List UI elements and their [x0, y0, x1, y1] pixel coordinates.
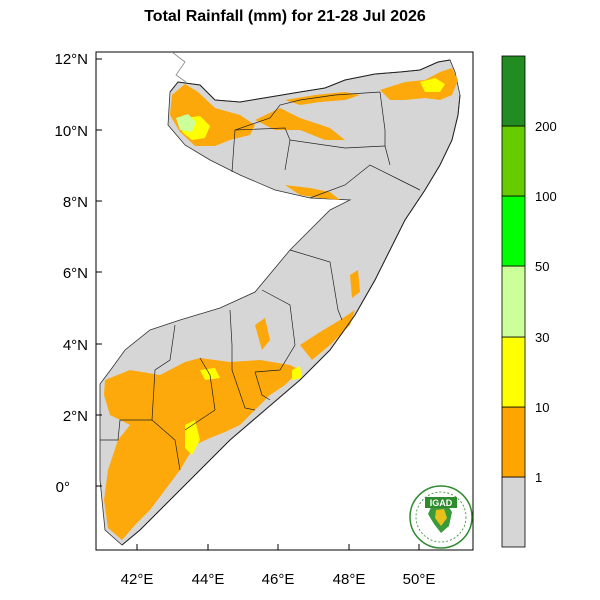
map-title: Total Rainfall (mm) for 21-28 Jul 2026 — [144, 8, 426, 25]
lon-tick-label: 46°E — [262, 571, 295, 588]
lon-tick-label: 42°E — [121, 571, 154, 588]
colorbar-label: 30 — [535, 330, 549, 345]
colorbar-label: 1 — [535, 470, 542, 485]
lat-tick-label: 6°N — [63, 265, 88, 282]
colorbar-bin-2 — [501, 336, 526, 408]
colorbar-bin-1 — [501, 406, 526, 478]
lon-tick-label: 50°E — [403, 571, 436, 588]
rainfall-heavy — [176, 114, 196, 132]
lat-ticks: 12°N 10°N 8°N 6°N 4°N 2°N 0° — [54, 51, 102, 496]
colorbar-bin-4 — [501, 195, 526, 267]
lon-tick-label: 48°E — [333, 571, 366, 588]
lat-tick-label: 2°N — [63, 408, 88, 425]
colorbar-bin-0 — [501, 476, 526, 548]
igad-logo: IGAD — [409, 485, 473, 549]
colorbar-label: 100 — [535, 189, 557, 204]
colorbar-bin-3 — [501, 265, 526, 338]
colorbar: 1 10 30 50 100 200 — [501, 55, 557, 548]
coastline — [121, 94, 461, 546]
lat-tick-label: 12°N — [54, 51, 88, 68]
lat-tick-label: 4°N — [63, 337, 88, 354]
colorbar-label: 50 — [535, 259, 549, 274]
colorbar-bin-6 — [501, 55, 526, 127]
colorbar-bin-5 — [501, 125, 526, 197]
lat-tick-label: 8°N — [63, 194, 88, 211]
admin-borders — [100, 91, 421, 471]
logo-text: IGAD — [430, 498, 453, 508]
neighbour-border — [171, 52, 187, 83]
lat-tick-label: 10°N — [54, 123, 88, 140]
colorbar-label: 10 — [535, 400, 549, 415]
lat-tick-label: 0° — [56, 479, 70, 496]
lon-ticks: 42°E 44°E 46°E 48°E 50°E — [121, 544, 436, 588]
lon-tick-label: 44°E — [192, 571, 225, 588]
colorbar-label: 200 — [535, 119, 557, 134]
coastline-north — [169, 59, 451, 103]
